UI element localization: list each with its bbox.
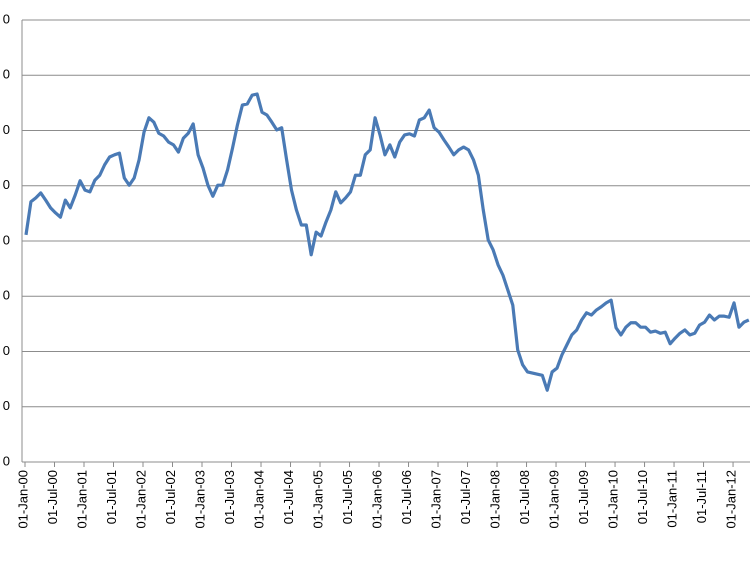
y-tick-label: 0 bbox=[3, 343, 10, 358]
x-tick-label: 01-Jul-10 bbox=[635, 470, 650, 524]
y-tick-label: 0 bbox=[3, 67, 10, 82]
x-tick-label: 01-Jan-12 bbox=[723, 470, 738, 529]
x-tick-label: 01-Jul-08 bbox=[517, 470, 532, 524]
x-tick-label: 01-Jan-03 bbox=[192, 470, 207, 529]
y-tick-label: 0 bbox=[3, 122, 10, 137]
x-tick-label: 01-Jul-01 bbox=[104, 470, 119, 524]
x-tick-label: 01-Jan-05 bbox=[310, 470, 325, 529]
x-tick-label: 01-Jan-00 bbox=[15, 470, 30, 529]
y-tick-label: 0 bbox=[3, 11, 10, 26]
x-tick-label: 01-Jan-04 bbox=[251, 470, 266, 529]
y-tick-label: 0 bbox=[3, 232, 10, 247]
x-tick-label: 01-Jul-09 bbox=[576, 470, 591, 524]
x-tick-label: 01-Jan-08 bbox=[487, 470, 502, 529]
x-tick-label: 01-Jul-06 bbox=[399, 470, 414, 524]
x-tick-label: 01-Jul-04 bbox=[281, 470, 296, 524]
x-tick-label: 01-Jul-02 bbox=[163, 470, 178, 524]
x-tick-label: 01-Jan-02 bbox=[133, 470, 148, 529]
line-series bbox=[24, 92, 750, 392]
x-tick-label: 01-Jan-09 bbox=[546, 470, 561, 529]
x-tick-label: 01-Jul-11 bbox=[694, 470, 709, 523]
x-tick-label: 01-Jan-07 bbox=[428, 470, 443, 529]
x-tick-label: 01-Jul-05 bbox=[340, 470, 355, 524]
x-tick-label: 01-Jan-11 bbox=[664, 470, 679, 528]
x-tick-label: 01-Jan-10 bbox=[605, 470, 620, 529]
x-tick-label: 01-Jan-06 bbox=[369, 470, 384, 529]
y-tick-label: 0 bbox=[3, 398, 10, 413]
x-tick-label: 01-Jul-03 bbox=[222, 470, 237, 524]
y-tick-label: 0 bbox=[3, 177, 10, 192]
y-tick-label: 0 bbox=[3, 453, 10, 468]
y-tick-label: 0 bbox=[3, 288, 10, 303]
x-tick-label: 01-Jul-00 bbox=[45, 470, 60, 524]
x-tick-label: 01-Jul-07 bbox=[458, 470, 473, 524]
x-tick-label: 01-Jan-01 bbox=[74, 470, 89, 529]
